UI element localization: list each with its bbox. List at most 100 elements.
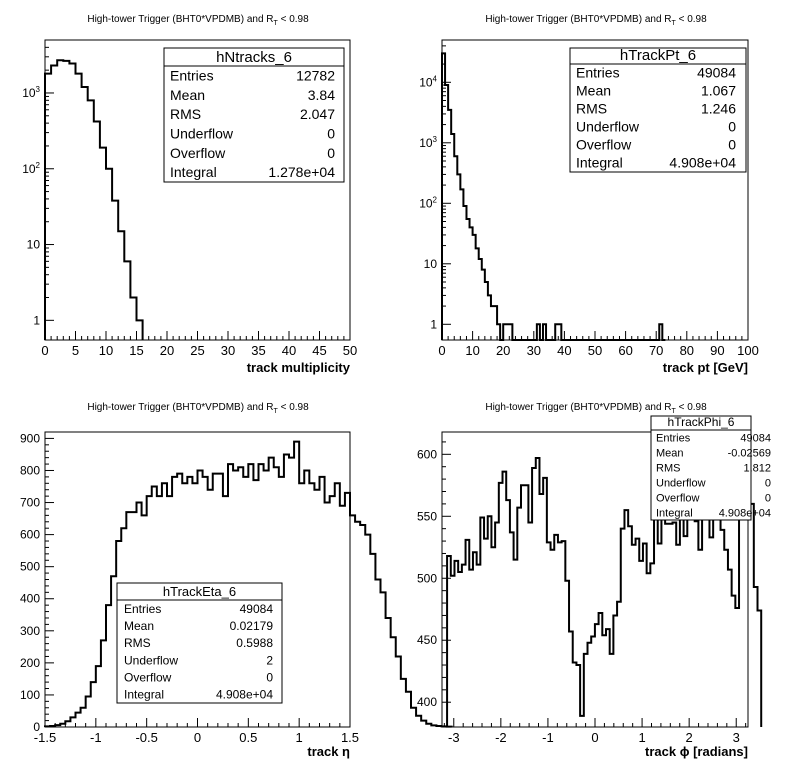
stats-label: Entries: [656, 432, 691, 444]
x-axis-label: track pt [GeV]: [663, 360, 748, 375]
x-tick-label: 50: [343, 343, 357, 358]
x-tick-label: 35: [251, 343, 265, 358]
stats-label: Mean: [576, 83, 611, 99]
stats-value: 0: [266, 671, 273, 685]
stats-value: 0: [765, 477, 771, 489]
y-tick-label: 102: [22, 161, 40, 176]
stats-value: 4.908e+04: [216, 688, 273, 702]
y-tick-label: 400: [20, 592, 40, 606]
stats-box-frame: [650, 415, 752, 521]
panel-p2: High-tower Trigger (BHT0*VPDMB) and RT <…: [419, 14, 759, 375]
x-tick-label: 10: [465, 343, 479, 358]
x-tick-label: 1.5: [341, 730, 359, 745]
y-tick-label: 400: [417, 695, 437, 709]
stats-value: 4.908e+04: [669, 155, 736, 171]
stats-label: RMS: [576, 101, 607, 117]
x-tick-label: 25: [190, 343, 204, 358]
y-tick-label: 10: [424, 257, 438, 271]
stats-value: 1.246: [701, 101, 736, 117]
x-tick-label: -1.5: [34, 730, 56, 745]
x-axis-label: track multiplicity: [247, 360, 351, 375]
stats-box: hTrackPhi_6 Entries 49084 Mean -0.02569 RMS 1.…: [650, 415, 771, 521]
x-tick-label: -0.5: [135, 730, 157, 745]
x-tick-label: 20: [496, 343, 510, 358]
histogram-line: [446, 457, 763, 727]
x-tick-label: 0: [591, 730, 598, 745]
x-tick-label: 3: [733, 730, 740, 745]
stats-label: Integral: [124, 688, 164, 702]
y-tick-label: 450: [417, 633, 437, 647]
x-tick-label: 2: [686, 730, 693, 745]
stats-value: 12782: [296, 68, 335, 84]
stats-value: 4.908e+04: [719, 507, 771, 519]
plot-title: High-tower Trigger (BHT0*VPDMB) and RT <…: [485, 14, 707, 27]
stats-value: -0.02569: [728, 447, 771, 459]
y-tick-label: 300: [20, 624, 40, 638]
x-tick-label: 40: [557, 343, 571, 358]
panel-p1: High-tower Trigger (BHT0*VPDMB) and RT <…: [22, 14, 357, 375]
x-tick-label: 90: [710, 343, 724, 358]
stats-value: 0.02179: [230, 619, 274, 633]
y-tick-label: 0: [33, 720, 40, 734]
y-tick-label: 103: [22, 85, 40, 100]
histogram-line: [44, 440, 453, 728]
y-tick-label: 200: [20, 656, 40, 670]
stats-label: Underflow: [124, 653, 178, 667]
stats-label: Overflow: [576, 137, 632, 153]
stats-label: Integral: [170, 164, 217, 180]
x-tick-label: 70: [649, 343, 663, 358]
x-tick-label: 100: [737, 343, 759, 358]
x-tick-label: 1: [296, 730, 303, 745]
y-tick-label: 500: [20, 560, 40, 574]
x-tick-label: 60: [618, 343, 632, 358]
x-tick-label: 0: [194, 730, 201, 745]
x-tick-label: 80: [680, 343, 694, 358]
y-tick-label: 100: [20, 688, 40, 702]
x-tick-label: -1: [542, 730, 554, 745]
stats-label: RMS: [170, 106, 201, 122]
stats-value: 2: [266, 653, 273, 667]
stats-box-name: hTrackEta_6: [163, 584, 236, 599]
stats-box-frame: [163, 47, 345, 183]
x-tick-label: -2: [495, 730, 507, 745]
y-tick-label: 550: [417, 509, 437, 523]
y-tick-label: 600: [417, 447, 437, 461]
stats-label: Mean: [124, 619, 154, 633]
stats-label: Entries: [170, 68, 214, 84]
stats-value: 49084: [240, 602, 274, 616]
stats-value: 0: [327, 145, 335, 161]
stats-label: RMS: [656, 462, 680, 474]
stats-label: Integral: [656, 507, 693, 519]
stats-value: 2.047: [300, 106, 335, 122]
plot-title: High-tower Trigger (BHT0*VPDMB) and RT <…: [87, 402, 309, 415]
stats-value: 1.278e+04: [268, 164, 335, 180]
stats-box-name: hTrackPhi_6: [668, 415, 735, 429]
stats-value: 0: [728, 137, 736, 153]
histogram-line: [44, 59, 144, 340]
stats-label: Mean: [170, 87, 205, 103]
x-tick-label: 40: [282, 343, 296, 358]
stats-label: Overflow: [656, 492, 699, 504]
stats-label: Integral: [576, 155, 623, 171]
stats-value: 49084: [740, 432, 771, 444]
x-tick-label: 20: [160, 343, 174, 358]
x-tick-label: 0.5: [239, 730, 257, 745]
stats-value: 0.5988: [236, 636, 273, 650]
x-axis-label: track η: [307, 744, 350, 759]
x-tick-label: 30: [221, 343, 235, 358]
x-tick-label: -1: [90, 730, 102, 745]
stats-label: Underflow: [170, 126, 234, 142]
plot-title: High-tower Trigger (BHT0*VPDMB) and RT <…: [87, 14, 309, 27]
stats-value: 0: [327, 126, 335, 142]
histogram-line: [441, 52, 666, 341]
x-tick-label: 5: [72, 343, 79, 358]
y-tick-label: 500: [417, 571, 437, 585]
y-tick-label: 700: [20, 496, 40, 510]
y-tick-label: 103: [419, 135, 437, 150]
stats-label: Mean: [656, 447, 684, 459]
stats-value: 0: [728, 119, 736, 135]
stats-label: Overflow: [170, 145, 226, 161]
